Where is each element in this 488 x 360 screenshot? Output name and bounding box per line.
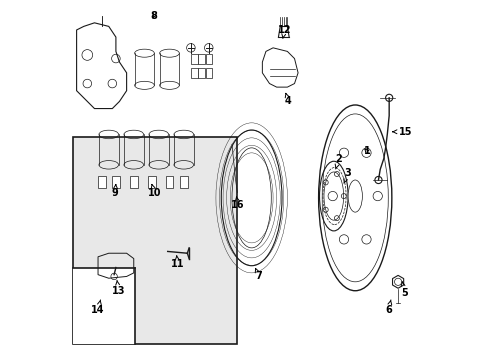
FancyBboxPatch shape xyxy=(73,137,237,344)
FancyBboxPatch shape xyxy=(165,176,173,188)
FancyBboxPatch shape xyxy=(205,54,212,64)
Text: 13: 13 xyxy=(111,280,125,296)
Text: 14: 14 xyxy=(91,300,104,315)
Text: 8: 8 xyxy=(150,11,157,21)
FancyBboxPatch shape xyxy=(180,176,187,188)
FancyBboxPatch shape xyxy=(130,176,138,188)
FancyBboxPatch shape xyxy=(147,176,155,188)
Ellipse shape xyxy=(347,180,362,212)
Text: 7: 7 xyxy=(255,268,262,282)
FancyBboxPatch shape xyxy=(205,68,212,78)
FancyBboxPatch shape xyxy=(191,54,197,64)
Text: 9: 9 xyxy=(112,184,118,198)
Text: 4: 4 xyxy=(285,93,291,107)
Text: 1: 1 xyxy=(363,147,369,157)
Text: 5: 5 xyxy=(400,282,407,297)
FancyBboxPatch shape xyxy=(198,68,204,78)
Text: 11: 11 xyxy=(171,256,184,269)
FancyBboxPatch shape xyxy=(198,54,204,64)
Text: 6: 6 xyxy=(384,300,391,315)
Text: 15: 15 xyxy=(392,127,411,137)
Text: 16: 16 xyxy=(231,197,244,210)
FancyBboxPatch shape xyxy=(98,176,105,188)
Text: 2: 2 xyxy=(334,154,342,169)
FancyBboxPatch shape xyxy=(112,176,120,188)
FancyBboxPatch shape xyxy=(191,68,197,78)
Text: 10: 10 xyxy=(147,184,161,198)
Text: 12: 12 xyxy=(277,25,291,38)
FancyBboxPatch shape xyxy=(73,268,135,344)
Text: 3: 3 xyxy=(343,168,351,183)
